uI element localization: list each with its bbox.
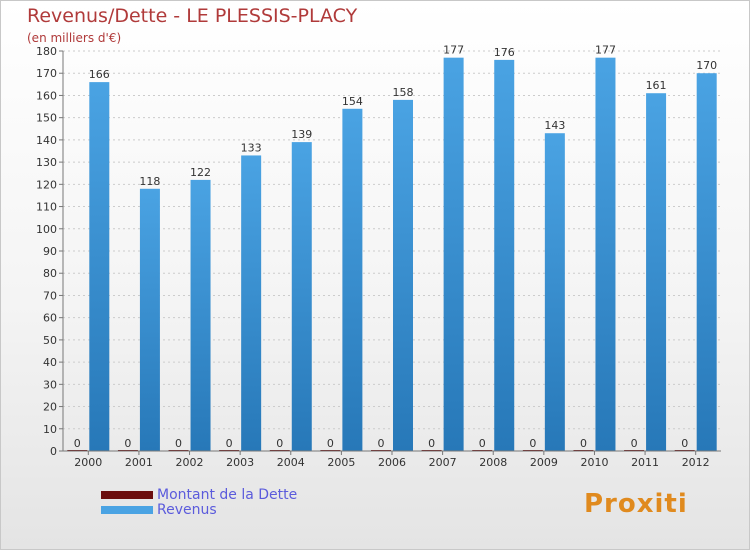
data-label-revenus: 143 — [544, 119, 565, 132]
logo-text: Proxiti — [584, 489, 688, 519]
data-label-revenus: 177 — [595, 44, 616, 57]
y-tick-label: 140 — [36, 134, 57, 147]
data-label-dette: 0 — [580, 437, 587, 450]
x-tick-label: 2005 — [327, 456, 355, 469]
legend-swatch-revenus — [101, 505, 153, 514]
data-labels: 0 166 0 118 0 122 0 133 0 139 0 154 0 158 0 177 0 176 0 143… — [74, 44, 717, 450]
x-tick-label: 2004 — [277, 456, 305, 469]
proxiti-logo: Proxiti — [584, 489, 688, 519]
x-tick-label: 2009 — [530, 456, 558, 469]
x-tick-label: 2010 — [580, 456, 608, 469]
data-label-revenus: 176 — [494, 46, 515, 59]
x-tick-label: 2007 — [429, 456, 457, 469]
x-tick-label: 2008 — [479, 456, 507, 469]
data-label-revenus: 139 — [291, 128, 312, 141]
bar-revenus — [139, 188, 160, 451]
data-label-dette: 0 — [378, 437, 385, 450]
data-label-revenus: 158 — [393, 86, 414, 99]
legend-label-revenus: Revenus — [157, 501, 217, 518]
y-tick-label: 110 — [36, 201, 57, 214]
data-label-dette: 0 — [327, 437, 334, 450]
bar-chart: 0 10 20 30 40 50 60 70 80 90 100 110 120 130 140 150 160… — [36, 44, 721, 469]
y-tick-label: 170 — [36, 67, 57, 80]
y-tick-label: 150 — [36, 112, 57, 125]
data-label-revenus: 122 — [190, 166, 211, 179]
data-label-revenus: 133 — [241, 141, 262, 154]
bar-revenus — [646, 93, 667, 451]
legend-item-dette: Montant de la Dette — [101, 486, 298, 503]
x-tick-label: 2012 — [682, 456, 710, 469]
y-tick-label: 40 — [43, 356, 57, 369]
chart-subtitle: (en milliers d'€) — [27, 31, 122, 45]
y-tick-label: 20 — [43, 401, 57, 414]
data-label-dette: 0 — [226, 437, 233, 450]
x-tick-label: 2003 — [226, 456, 254, 469]
bar-revenus — [544, 133, 565, 451]
data-label-dette: 0 — [276, 437, 283, 450]
x-tick-label: 2011 — [631, 456, 659, 469]
data-label-dette: 0 — [479, 437, 486, 450]
y-tick-label: 70 — [43, 289, 57, 302]
x-tick-label: 2001 — [125, 456, 153, 469]
bars — [67, 57, 717, 452]
y-tick-label: 160 — [36, 89, 57, 102]
data-label-revenus: 154 — [342, 95, 363, 108]
y-tick-label: 80 — [43, 267, 57, 280]
data-label-dette: 0 — [631, 437, 638, 450]
y-tick-label: 0 — [50, 445, 57, 458]
x-axis: 2000 2001 2002 2003 2004 2005 2006 2007 2008 2009… — [63, 450, 721, 469]
data-label-dette: 0 — [428, 437, 435, 450]
x-tick-label: 2006 — [378, 456, 406, 469]
bar-revenus — [696, 73, 717, 451]
y-tick-label: 120 — [36, 178, 57, 191]
y-tick-label: 30 — [43, 378, 57, 391]
legend-swatch-dette — [101, 490, 153, 499]
chart-title: Revenus/Dette - LE PLESSIS-PLACY — [27, 5, 358, 27]
data-label-revenus: 170 — [696, 59, 717, 72]
legend-item-revenus: Revenus — [101, 501, 297, 518]
data-label-revenus: 177 — [443, 44, 464, 57]
y-tick-label: 50 — [43, 334, 57, 347]
bar-revenus — [494, 59, 515, 452]
grid-lines — [63, 50, 721, 452]
data-label-dette: 0 — [175, 437, 182, 450]
x-tick-label: 2000 — [74, 456, 102, 469]
bar-revenus — [443, 57, 464, 452]
data-label-dette: 0 — [124, 437, 131, 450]
data-label-revenus: 161 — [646, 79, 667, 92]
bar-revenus — [241, 155, 262, 451]
bar-revenus — [190, 179, 211, 451]
data-label-dette: 0 — [74, 437, 81, 450]
data-label-revenus: 166 — [89, 68, 110, 81]
y-tick-label: 130 — [36, 156, 57, 169]
bar-revenus — [342, 108, 363, 452]
legend-label-dette: Montant de la Dette — [157, 486, 298, 503]
data-label-revenus: 118 — [139, 175, 160, 188]
y-tick-label: 100 — [36, 223, 57, 236]
bar-revenus — [291, 142, 312, 451]
bar-revenus — [89, 82, 110, 451]
y-tick-label: 180 — [36, 45, 57, 58]
data-label-dette: 0 — [681, 437, 688, 450]
y-tick-label: 90 — [43, 245, 57, 258]
bar-revenus — [393, 99, 413, 451]
y-tick-label: 10 — [43, 423, 57, 436]
y-tick-label: 60 — [43, 312, 57, 325]
bar-revenus — [595, 57, 616, 452]
y-axis: 0 10 20 30 40 50 60 70 80 90 100 110 120 130 140 150 160… — [36, 45, 64, 458]
data-label-dette: 0 — [529, 437, 536, 450]
legend: Montant de la Dette Revenus — [101, 486, 298, 518]
x-tick-label: 2002 — [176, 456, 204, 469]
